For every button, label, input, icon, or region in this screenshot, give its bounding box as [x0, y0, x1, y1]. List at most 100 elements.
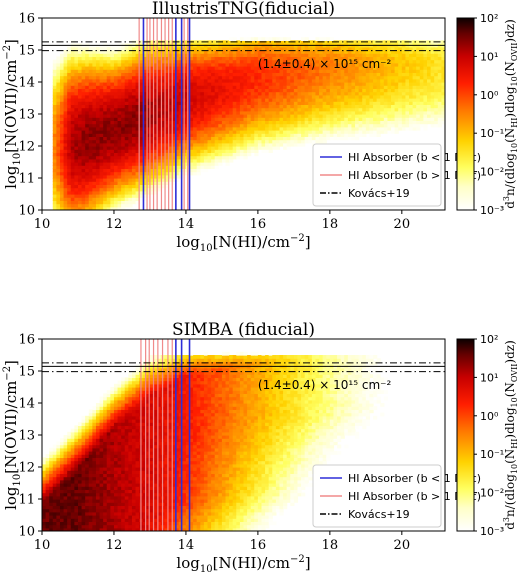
heatmap-cell: [52, 190, 57, 195]
heatmap-cell: [77, 114, 83, 118]
heatmap-cell: [88, 435, 93, 439]
heatmap-cell: [308, 66, 313, 70]
heatmap-cell: [56, 508, 61, 513]
heatmap-cell: [81, 502, 86, 506]
heatmap-cell: [52, 492, 57, 497]
heatmap-cell: [200, 120, 205, 125]
heatmap-cell: [337, 117, 342, 121]
heatmap-cell: [81, 499, 86, 503]
heatmap-cell: [92, 483, 97, 487]
heatmap-cell: [322, 101, 327, 105]
heatmap-cell: [110, 72, 115, 77]
heatmap-cell: [211, 114, 216, 118]
heatmap-cell: [383, 69, 389, 73]
heatmap-cell: [63, 59, 68, 64]
heatmap-cell: [110, 101, 115, 105]
heatmap-cell: [135, 158, 140, 163]
heatmap-cell: [117, 206, 122, 210]
heatmap-cell: [351, 78, 356, 83]
heatmap-cell: [92, 149, 97, 153]
heatmap-cell: [67, 85, 72, 89]
heatmap-cell: [437, 117, 442, 121]
heatmap-cell: [117, 184, 122, 189]
heatmap-cell: [340, 110, 345, 115]
heatmap-cell: [409, 110, 414, 115]
heatmap-cell: [81, 444, 86, 449]
heatmap-cell: [49, 486, 54, 490]
heatmap-cell: [149, 123, 155, 128]
colorbar: 10⁻³10⁻²10⁻¹10⁰10¹10²d3n/(dlog10(NHI)dlo…: [456, 12, 519, 217]
heatmap-cell: [232, 82, 237, 86]
heatmap-cell: [167, 91, 173, 96]
heatmap-cell: [67, 515, 72, 519]
heatmap-cell: [308, 91, 313, 96]
heatmap-cell: [99, 492, 104, 497]
heatmap-cell: [175, 59, 180, 64]
heatmap-cell: [135, 98, 140, 102]
heatmap-cell: [203, 107, 209, 112]
heatmap-cell: [351, 98, 356, 102]
heatmap-cell: [207, 114, 212, 118]
heatmap-cell: [427, 56, 432, 61]
heatmap-cell: [135, 178, 140, 182]
heatmap-cell: [387, 75, 392, 80]
heatmap-cell: [117, 94, 122, 99]
heatmap-cell: [77, 62, 83, 67]
heatmap-cell: [394, 46, 399, 51]
heatmap-cell: [405, 114, 410, 118]
heatmap-cell: [254, 56, 259, 61]
annotation-kovacs: (1.4±0.4) × 10¹⁵ cm⁻²: [258, 57, 392, 71]
heatmap-cell: [315, 101, 320, 105]
heatmap-cell: [67, 495, 72, 500]
heatmap-cell: [103, 123, 108, 128]
heatmap-cell: [157, 94, 162, 99]
heatmap-cell: [229, 133, 234, 137]
heatmap-cell: [272, 117, 277, 121]
heatmap-cell: [311, 133, 317, 137]
heatmap-cell: [103, 454, 108, 458]
heatmap-cell: [139, 162, 144, 166]
heatmap-cell: [297, 110, 302, 115]
heatmap-cell: [319, 136, 324, 141]
heatmap-cell: [311, 88, 317, 93]
heatmap-cell: [362, 91, 367, 96]
heatmap-cell: [131, 184, 137, 189]
heatmap-cell: [113, 85, 119, 89]
heatmap-cell: [153, 190, 158, 195]
heatmap-cell: [85, 518, 90, 522]
heatmap-cell: [146, 152, 151, 157]
heatmap-cell: [355, 53, 360, 57]
heatmap-cell: [74, 69, 79, 73]
heatmap-cell: [81, 454, 86, 458]
heatmap-cell: [286, 75, 291, 80]
heatmap-cell: [106, 171, 111, 176]
heatmap-cell: [355, 50, 360, 54]
heatmap-cell: [380, 126, 385, 131]
heatmap-cell: [56, 72, 61, 77]
heatmap-cell: [70, 133, 75, 137]
heatmap-cell: [283, 46, 288, 51]
heatmap-cell: [358, 78, 363, 83]
heatmap-cell: [63, 72, 68, 77]
heatmap-cell: [427, 88, 432, 93]
heatmap-cell: [106, 396, 111, 401]
heatmap-cell: [95, 447, 101, 452]
heatmap-cell: [380, 62, 385, 67]
heatmap-cell: [113, 479, 119, 484]
heatmap-cell: [430, 85, 435, 89]
heatmap-cell: [70, 438, 75, 442]
heatmap-cell: [103, 136, 108, 141]
heatmap-cell: [239, 78, 245, 83]
heatmap-cell: [85, 50, 90, 54]
heatmap-cell: [283, 59, 288, 64]
heatmap-cell: [81, 422, 86, 426]
heatmap-cell: [257, 101, 263, 105]
heatmap-cell: [139, 149, 144, 153]
heatmap-cell: [351, 123, 356, 128]
heatmap-cell: [95, 91, 101, 96]
heatmap-cell: [103, 508, 108, 513]
heatmap-cell: [56, 206, 61, 210]
heatmap-cell: [52, 82, 57, 86]
heatmap-cell: [416, 50, 421, 54]
heatmap-cell: [358, 123, 363, 128]
